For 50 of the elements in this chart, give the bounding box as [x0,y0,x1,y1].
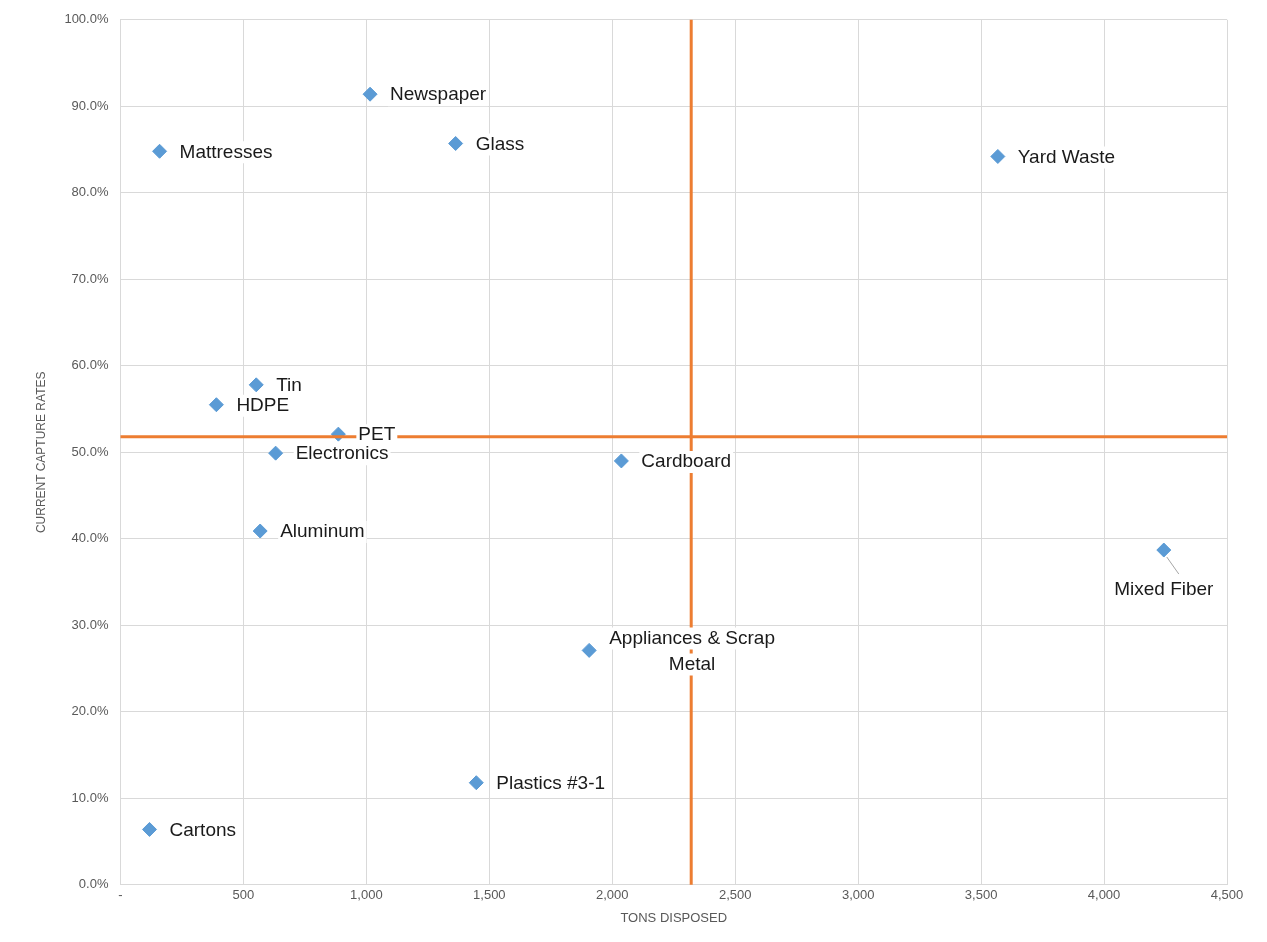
x-tick-label: 1,500 [473,887,506,903]
y-tick-label: 60.0% [71,357,109,373]
y-tick-label: 20.0% [71,703,109,719]
x-tick-label: 3,500 [964,887,998,903]
point [268,445,284,461]
y-tick-label: 30.0% [71,616,109,632]
x-tick-label: 2,500 [718,887,752,903]
point [142,821,158,837]
y-tick-label: 100.0% [64,11,109,27]
annotation: Glass [475,132,525,154]
y-tick-label: 50.0% [71,443,109,459]
x-tick-label: 500 [232,887,255,903]
annotation: Cardboard [641,450,732,472]
annotation: Yard Waste [1017,145,1115,167]
y-tick-label: 70.0% [71,270,109,286]
x-tick-label: 4,500 [1210,887,1244,903]
y-axis-title: CURRENT CAPTURE RATES [33,371,48,534]
annotation: Mixed Fiber [1114,578,1215,600]
x-tick-label: 4,000 [1087,887,1121,903]
annotation: Plastics #3-1 [496,771,606,793]
point [208,397,224,413]
annotation: HDPE [236,393,290,415]
point [468,775,484,791]
point [248,377,264,393]
annotation: Aluminum [280,520,365,542]
x-tick-label: - [118,887,123,903]
annotation: Mattresses [179,140,273,162]
point [152,143,168,159]
point [1156,542,1172,558]
y-tick-label: 80.0% [71,184,109,200]
x-tick-label: 1,000 [350,887,383,903]
x-axis-title: TONS DISPOSED [620,909,728,925]
annotation: Cartons [169,818,237,840]
x-tick-label: 2,000 [596,887,629,903]
y-tick-label: 90.0% [71,97,109,113]
annotation: Electronics [295,442,389,464]
annotation: PET [358,423,396,445]
point [252,523,268,539]
point [990,148,1006,164]
y-tick-label: 10.0% [71,789,109,805]
point [613,453,629,469]
annotation: Appliances & Scrap Metal [609,626,775,674]
point [362,86,378,102]
point [581,642,597,658]
y-tick-label: 40.0% [71,530,109,546]
annotation: Tin [276,374,302,396]
y-tick-label: 0.0% [78,876,109,892]
annotation: Newspaper [390,83,487,105]
point [448,136,464,151]
x-tick-label: 3,000 [841,887,875,903]
